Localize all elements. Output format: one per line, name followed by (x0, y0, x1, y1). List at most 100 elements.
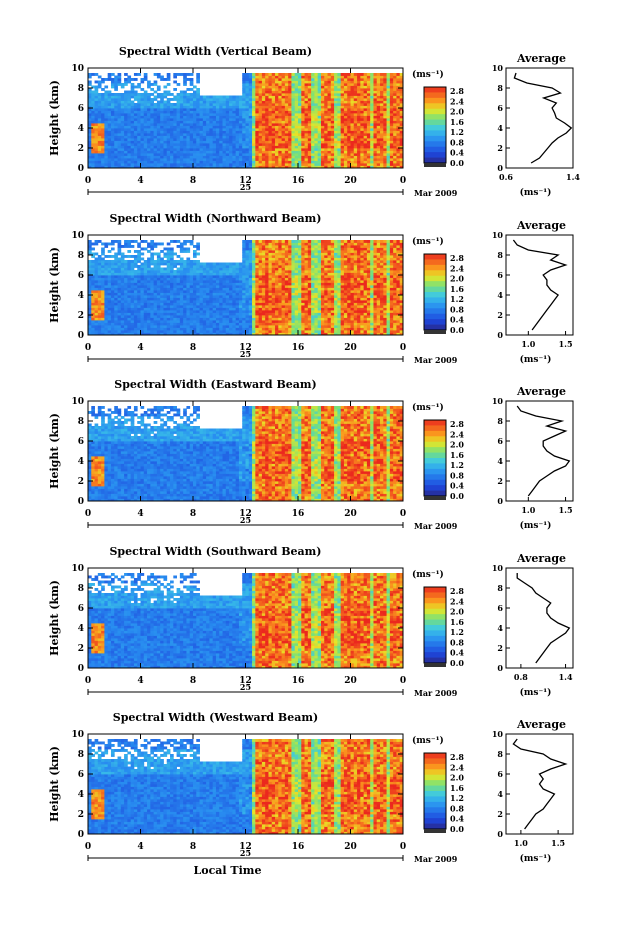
heatmap-cell (166, 138, 171, 141)
heatmap-cell (320, 75, 325, 79)
heatmap-cell (396, 93, 401, 96)
heatmap-cell (170, 247, 174, 251)
heatmap-cell (380, 155, 384, 159)
heatmap-cell (173, 330, 177, 333)
heatmap-cell (120, 322, 125, 326)
heatmap-cell (150, 315, 155, 318)
heatmap-cell (137, 245, 141, 248)
heatmap-cell (117, 103, 122, 106)
heatmap-cell (396, 155, 401, 159)
heatmap-cell (117, 160, 122, 164)
heatmap-cell (363, 133, 368, 136)
heatmap-cell (215, 282, 220, 286)
heatmap-cell (317, 98, 322, 101)
heatmap-cell (353, 110, 358, 114)
heatmap-cell (176, 83, 181, 86)
heatmap-cell (179, 287, 184, 291)
heatmap-cell (376, 100, 381, 104)
heatmap-cell (94, 277, 99, 281)
heatmap-cell (307, 148, 312, 151)
heatmap-cell (278, 98, 282, 101)
heatmap-cell (193, 262, 197, 266)
heatmap-cell (261, 133, 266, 136)
heatmap-cell (363, 85, 368, 89)
heatmap-cell (327, 113, 332, 116)
heatmap-cell (298, 123, 302, 126)
heatmap-cell (278, 118, 282, 121)
heatmap-cell (386, 143, 391, 146)
heatmap-cell (386, 108, 391, 111)
heatmap-cell (225, 158, 230, 161)
heatmap-cell (163, 130, 168, 134)
heatmap-cell (238, 105, 243, 109)
heatmap-cell (166, 125, 171, 129)
heatmap-cell (124, 320, 128, 323)
heatmap-cell (91, 105, 95, 109)
heatmap-cell (137, 160, 141, 164)
heatmap-cell (107, 105, 112, 109)
heatmap-cell (248, 133, 253, 136)
heatmap-cell (268, 95, 273, 99)
heatmap-cell (314, 103, 319, 106)
heatmap-cell (170, 108, 174, 111)
heatmap-cell (245, 95, 250, 99)
heatmap-cell (252, 123, 256, 126)
heatmap-cell (127, 165, 132, 169)
heatmap-cell (215, 285, 220, 288)
heatmap-cell (156, 260, 161, 263)
heatmap-cell (202, 145, 207, 149)
heatmap-cell (137, 105, 141, 109)
heatmap-cell (245, 115, 250, 119)
heatmap-cell (130, 128, 135, 131)
heatmap-cell (399, 108, 404, 111)
heatmap-cell (238, 327, 243, 331)
heatmap-cell (307, 128, 312, 131)
heatmap-cell (110, 80, 115, 84)
heatmap-cell (389, 143, 394, 146)
heatmap-cell (163, 150, 168, 154)
x-tick-label: 4 (137, 176, 143, 186)
heatmap-cell (268, 105, 273, 109)
heatmap-cell (265, 75, 269, 79)
heatmap-cell (258, 103, 263, 106)
heatmap-cell (330, 145, 335, 149)
heatmap-cell (199, 277, 204, 281)
heatmap-cell (150, 295, 155, 298)
heatmap-cell (343, 165, 348, 169)
heatmap-cell (389, 113, 394, 116)
heatmap-cell (160, 113, 164, 116)
heatmap-cell (153, 317, 158, 321)
heatmap-cell (261, 143, 266, 146)
heatmap-cell (271, 98, 276, 101)
heatmap-cell (363, 130, 368, 134)
heatmap-cell (324, 160, 328, 164)
heatmap-cell (317, 78, 322, 81)
heatmap-cell (291, 95, 296, 99)
heatmap-cell (337, 73, 342, 76)
heatmap-cell (265, 143, 269, 146)
heatmap-cell (248, 140, 253, 144)
heatmap-cell (238, 287, 243, 291)
heatmap-cell (278, 145, 282, 149)
heatmap-cell (357, 118, 361, 121)
heatmap-cell (350, 158, 355, 161)
heatmap-cell (196, 260, 200, 263)
heatmap-cell (156, 307, 161, 311)
heatmap-cell (153, 305, 158, 308)
heatmap-cell (186, 123, 191, 126)
heatmap-cell (140, 135, 145, 139)
heatmap-cell (209, 103, 214, 106)
heatmap-cell (304, 73, 309, 76)
heatmap-cell (170, 93, 174, 96)
heatmap-cell (104, 275, 109, 278)
heatmap-cell (143, 260, 148, 263)
heatmap-cell (215, 145, 220, 149)
heatmap-cell (229, 272, 233, 276)
heatmap-cell (124, 98, 128, 101)
heatmap-cell (156, 330, 161, 333)
heatmap-cell (206, 115, 210, 119)
heatmap-cell (225, 292, 230, 296)
heatmap-cell (294, 143, 299, 146)
heatmap-cell (137, 317, 141, 321)
heatmap-cell (245, 78, 250, 81)
